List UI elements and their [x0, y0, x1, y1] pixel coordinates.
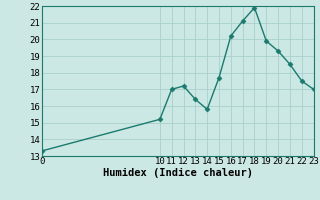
X-axis label: Humidex (Indice chaleur): Humidex (Indice chaleur) [103, 168, 252, 178]
